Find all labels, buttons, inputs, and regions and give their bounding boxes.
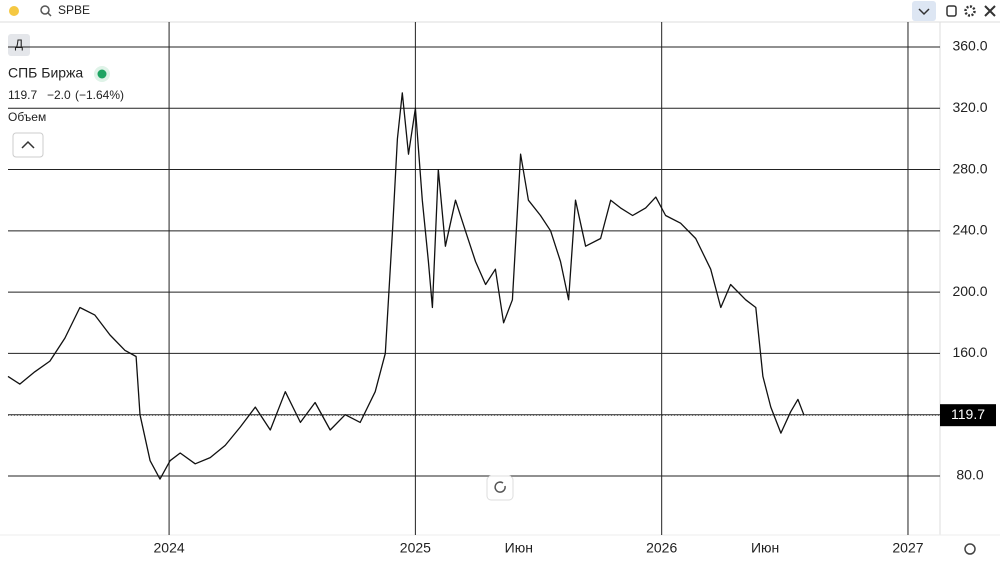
window-button[interactable] <box>946 5 957 17</box>
reset-icon <box>494 481 506 493</box>
y-tick-label: 280.0 <box>952 160 987 176</box>
search-icon[interactable] <box>40 5 50 15</box>
x-tick-label: Июн <box>505 540 533 556</box>
x-tick-label: 2024 <box>154 540 185 556</box>
instrument-name: СПБ Биржа <box>8 65 83 81</box>
last-price-label: 119.7 <box>951 406 985 422</box>
collapse-icon <box>21 140 35 149</box>
status-indicator <box>97 69 107 79</box>
y-tick-label: 360.0 <box>952 38 987 54</box>
collapse-button[interactable] <box>12 132 44 158</box>
close-button[interactable] <box>984 5 996 17</box>
y-tick-label: 80.0 <box>956 467 983 483</box>
dropdown-icon <box>918 8 930 16</box>
x-tick-label: 2025 <box>400 540 431 556</box>
interval: Д <box>15 37 23 51</box>
search-icon-handle <box>47 12 52 17</box>
price-line <box>7 92 805 480</box>
y-tick-label: 160.0 <box>952 344 987 360</box>
top-bar <box>0 0 1000 22</box>
x-tick-label: 2026 <box>646 540 677 556</box>
x-tick-label: 2027 <box>892 540 923 556</box>
dropdown-button[interactable] <box>912 1 936 21</box>
y-tick-label: 240.0 <box>952 222 987 238</box>
ticker[interactable]: SPBE <box>58 3 90 17</box>
last-price: 119.7 <box>8 88 37 102</box>
volume-label: Объем <box>8 110 46 124</box>
price-change-pct: (−1.64%) <box>75 88 124 102</box>
axis-settings[interactable] <box>964 543 976 555</box>
interval-button[interactable] <box>8 34 30 56</box>
reset-button[interactable] <box>486 475 514 501</box>
status-dot <box>9 6 19 16</box>
y-tick-label: 200.0 <box>952 283 987 299</box>
settings-button[interactable] <box>964 5 976 17</box>
y-tick-label: 320.0 <box>952 99 987 115</box>
price-change: −2.0 <box>47 88 71 102</box>
x-tick-label: Июн <box>751 540 779 556</box>
last-price-tag <box>940 404 996 427</box>
